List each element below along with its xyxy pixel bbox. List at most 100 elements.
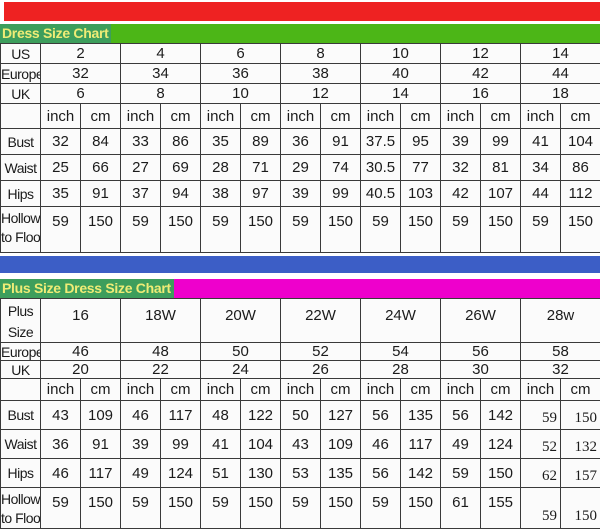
measure-cell: 33 (121, 129, 161, 155)
measure-cell: 89 (241, 129, 281, 155)
measure-cell: 27 (121, 155, 161, 181)
size-cell: 38 (281, 64, 361, 84)
measure-cell: 48 (201, 401, 241, 430)
measure-cell: 91 (321, 129, 361, 155)
measure-cell: 49 (441, 430, 481, 459)
measure-cell: 32 (441, 155, 481, 181)
unit-cell: inch (361, 379, 401, 401)
row-label: US (1, 44, 41, 64)
unit-corner-cell (1, 104, 41, 129)
unit-cell: cm (481, 104, 521, 129)
measure-cell: 35 (41, 181, 81, 207)
unit-cell: cm (401, 104, 441, 129)
size-cell: 8 (281, 44, 361, 64)
measure-cell: 41 (201, 430, 241, 459)
measure-cell: 40.5 (361, 181, 401, 207)
measure-cell: 46 (41, 459, 81, 488)
size-cell: 8 (121, 84, 201, 104)
measure-cell: 53 (281, 459, 321, 488)
unit-cell: inch (441, 104, 481, 129)
size-cell: 16 (41, 299, 121, 343)
measure-cell: 62 (521, 459, 561, 488)
row-label: Europe (1, 64, 41, 84)
measure-cell: 59 (441, 207, 481, 253)
measure-cell: 94 (161, 181, 201, 207)
size-cell: 12 (281, 84, 361, 104)
unit-cell: cm (321, 104, 361, 129)
measure-cell: 59 (121, 488, 161, 529)
size-cell: 2 (41, 44, 121, 64)
measure-cell: 142 (401, 459, 441, 488)
size-cell: 10 (201, 84, 281, 104)
measure-cell: 135 (401, 401, 441, 430)
measure-cell: 59 (361, 207, 401, 253)
measure-cell: 66 (81, 155, 121, 181)
size-cell: 32 (41, 64, 121, 84)
measure-cell: 36 (41, 430, 81, 459)
size-cell: 42 (441, 64, 521, 84)
measure-cell: 150 (241, 207, 281, 253)
unit-cell: cm (481, 379, 521, 401)
table1-title: Dress Size Chart (0, 24, 111, 43)
unit-cell: inch (201, 104, 241, 129)
measure-cell: 81 (481, 155, 521, 181)
measure-cell: 59 (281, 207, 321, 253)
size-cell: 10 (361, 44, 441, 64)
size-cell: 30 (441, 361, 521, 379)
measure-cell: 124 (481, 430, 521, 459)
measure-cell: 107 (481, 181, 521, 207)
measure-cell: 43 (281, 430, 321, 459)
unit-cell: inch (361, 104, 401, 129)
measure-cell: 117 (401, 430, 441, 459)
size-cell: 46 (41, 343, 121, 361)
table2-title: Plus Size Dress Size Chart (0, 279, 174, 298)
measure-cell: 32 (41, 129, 81, 155)
size-cell: 28w (521, 299, 600, 343)
measure-cell: 122 (241, 401, 281, 430)
measure-cell: 150 (321, 488, 361, 529)
measure-cell: 51 (201, 459, 241, 488)
unit-cell: cm (241, 379, 281, 401)
measure-cell: 50 (281, 401, 321, 430)
unit-cell: inch (41, 104, 81, 129)
measure-cell: 39 (121, 430, 161, 459)
row-label: UK (1, 84, 41, 104)
measure-cell: 59 (201, 207, 241, 253)
measure-cell: 124 (161, 459, 201, 488)
row-label: Waist (1, 155, 41, 181)
measure-cell: 97 (241, 181, 281, 207)
measure-cell: 34 (521, 155, 561, 181)
measure-cell: 150 (161, 207, 201, 253)
size-cell: 24 (201, 361, 281, 379)
measure-cell: 56 (441, 401, 481, 430)
measure-cell: 56 (361, 459, 401, 488)
row-label: Hips (1, 181, 41, 207)
measure-cell: 59 (41, 207, 81, 253)
size-cell: 34 (121, 64, 201, 84)
unit-cell: inch (441, 379, 481, 401)
measure-cell: 109 (321, 430, 361, 459)
measure-cell: 37.5 (361, 129, 401, 155)
measure-cell: 59 (201, 488, 241, 529)
size-cell: 48 (121, 343, 201, 361)
measure-cell: 99 (481, 129, 521, 155)
measure-cell: 29 (281, 155, 321, 181)
measure-cell: 130 (241, 459, 281, 488)
size-cell: 16 (441, 84, 521, 104)
size-cell: 36 (201, 64, 281, 84)
measure-cell: 99 (321, 181, 361, 207)
measure-cell: 104 (241, 430, 281, 459)
unit-cell: inch (41, 379, 81, 401)
measure-cell: 41 (521, 129, 561, 155)
